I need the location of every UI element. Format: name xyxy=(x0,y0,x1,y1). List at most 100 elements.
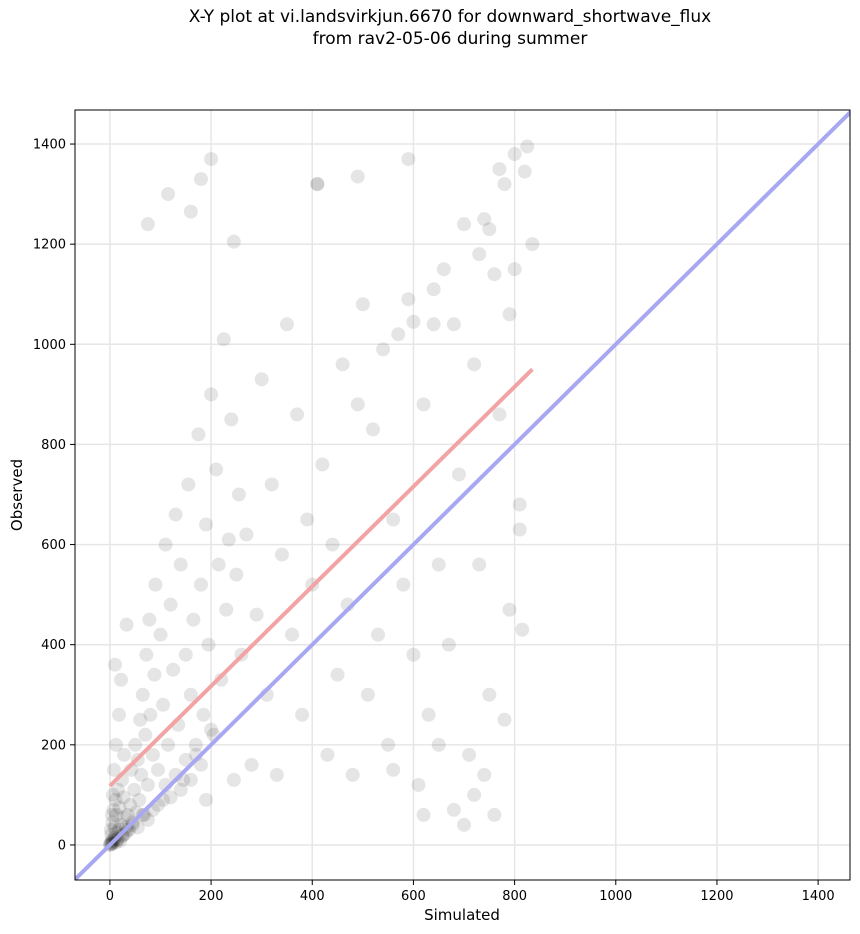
point xyxy=(106,802,121,817)
point xyxy=(381,737,396,752)
point xyxy=(396,577,411,592)
point xyxy=(467,787,482,802)
point xyxy=(128,737,143,752)
chart-title: from rav2-05-06 during summer xyxy=(313,29,588,49)
point xyxy=(482,222,497,237)
point xyxy=(108,835,123,850)
point xyxy=(119,617,134,632)
point xyxy=(472,557,487,572)
point xyxy=(214,672,229,687)
point xyxy=(108,737,123,752)
point xyxy=(196,707,211,722)
point xyxy=(133,712,148,727)
y-tick-label: 0 xyxy=(58,838,66,853)
point xyxy=(108,792,123,807)
point xyxy=(148,577,163,592)
point xyxy=(199,517,214,532)
y-tick-label: 400 xyxy=(41,638,66,653)
point xyxy=(421,707,436,722)
point xyxy=(137,807,152,822)
point xyxy=(130,820,145,835)
point xyxy=(416,807,431,822)
y-tick-label: 1400 xyxy=(33,138,66,153)
point xyxy=(156,697,171,712)
point xyxy=(103,822,118,837)
y-tick-label: 800 xyxy=(41,438,66,453)
point xyxy=(330,667,345,682)
point xyxy=(104,807,119,822)
point xyxy=(426,282,441,297)
point xyxy=(325,537,340,552)
point xyxy=(226,772,241,787)
point xyxy=(183,772,198,787)
point xyxy=(163,790,178,805)
point xyxy=(310,177,325,192)
point xyxy=(139,647,154,662)
point xyxy=(406,314,421,329)
point xyxy=(315,457,330,472)
point xyxy=(173,557,188,572)
point xyxy=(158,537,173,552)
point xyxy=(482,687,497,702)
point xyxy=(457,817,472,832)
point xyxy=(492,162,507,177)
point xyxy=(310,177,325,192)
point xyxy=(134,767,149,782)
point xyxy=(401,152,416,167)
point xyxy=(446,317,461,332)
point xyxy=(487,807,502,822)
point xyxy=(140,217,155,232)
point xyxy=(105,815,120,830)
point xyxy=(517,164,532,179)
point xyxy=(446,802,461,817)
point xyxy=(147,667,162,682)
point xyxy=(191,427,206,442)
point xyxy=(219,602,234,617)
point xyxy=(406,647,421,662)
point xyxy=(497,177,512,192)
point xyxy=(226,234,241,249)
point xyxy=(216,332,231,347)
point xyxy=(350,397,365,412)
x-tick-label: 600 xyxy=(401,889,426,904)
point xyxy=(201,637,216,652)
point xyxy=(285,627,300,642)
point xyxy=(211,557,226,572)
point xyxy=(355,297,370,312)
point xyxy=(249,607,264,622)
point xyxy=(391,327,406,342)
point xyxy=(457,217,472,232)
point xyxy=(183,204,198,219)
plot-frame xyxy=(74,109,851,881)
point xyxy=(477,767,492,782)
point xyxy=(441,637,456,652)
x-tick-label: 1400 xyxy=(802,889,835,904)
point xyxy=(166,662,181,677)
chart-title: X-Y plot at vi.landsvirkjun.6670 for dow… xyxy=(189,7,711,27)
point xyxy=(204,722,219,737)
point xyxy=(161,187,176,202)
point xyxy=(386,512,401,527)
point xyxy=(360,687,375,702)
point xyxy=(188,737,203,752)
point xyxy=(244,757,259,772)
fit-line xyxy=(108,367,534,788)
point xyxy=(520,139,535,154)
point xyxy=(497,712,512,727)
point xyxy=(295,707,310,722)
point xyxy=(168,507,183,522)
point xyxy=(512,497,527,512)
point xyxy=(143,707,158,722)
point xyxy=(462,747,477,762)
point xyxy=(431,557,446,572)
point xyxy=(204,387,219,402)
point xyxy=(204,152,219,167)
x-tick-label: 1000 xyxy=(599,889,632,904)
y-tick-label: 600 xyxy=(41,538,66,553)
point xyxy=(106,762,121,777)
point xyxy=(431,737,446,752)
point xyxy=(115,828,130,843)
point xyxy=(118,826,133,841)
point xyxy=(127,782,142,797)
point xyxy=(181,477,196,492)
